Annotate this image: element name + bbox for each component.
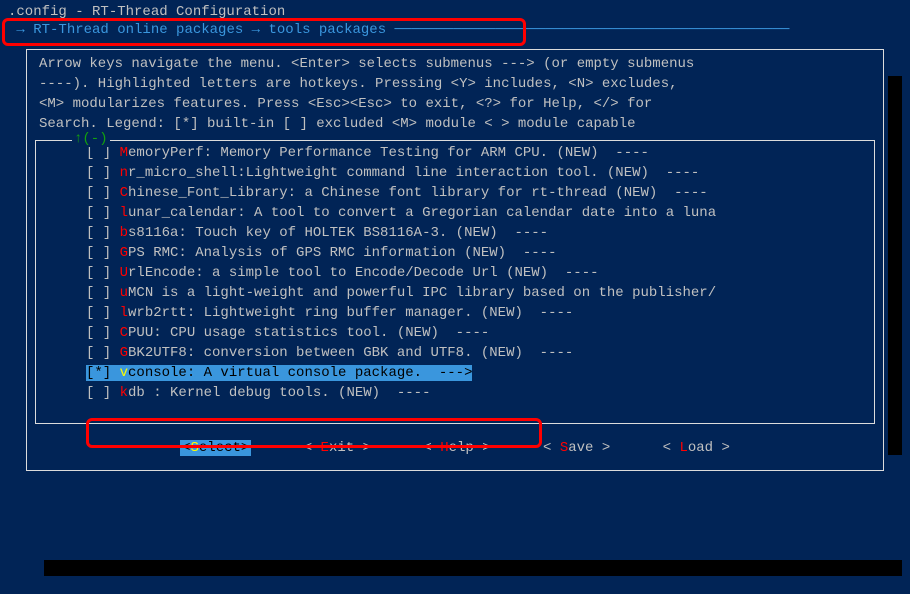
menu-list: ↑(-) [ ] MemoryPerf: Memory Performance … (35, 140, 875, 424)
help-text: Arrow keys navigate the menu. <Enter> se… (27, 50, 883, 136)
menu-item[interactable]: [ ] MemoryPerf: Memory Performance Testi… (36, 143, 874, 163)
menu-item[interactable]: [ ] CPUU: CPU usage statistics tool. (NE… (36, 323, 874, 343)
scroll-up-indicator: ↑(-) (72, 131, 110, 147)
menu-item[interactable]: [ ] GPS RMC: Analysis of GPS RMC informa… (36, 243, 874, 263)
help-button[interactable]: < Help > (423, 440, 490, 456)
menu-item[interactable]: [*] vconsole: A virtual console package.… (36, 363, 874, 383)
exit-button[interactable]: < Exit > (304, 440, 371, 456)
menu-item[interactable]: [ ] lwrb2rtt: Lightweight ring buffer ma… (36, 303, 874, 323)
menu-item[interactable]: [ ] nr_micro_shell:Lightweight command l… (36, 163, 874, 183)
button-bar: <Select> < Exit > < Help > < Save > < Lo… (27, 430, 883, 470)
breadcrumb: → RT-Thread online packages → tools pack… (8, 22, 902, 38)
shadow-bottom (44, 560, 902, 576)
menu-item[interactable]: [ ] UrlEncode: a simple tool to Encode/D… (36, 263, 874, 283)
main-dialog: Arrow keys navigate the menu. <Enter> se… (26, 49, 884, 471)
menu-item[interactable]: [ ] Chinese_Font_Library: a Chinese font… (36, 183, 874, 203)
menu-item[interactable]: [ ] GBK2UTF8: conversion between GBK and… (36, 343, 874, 363)
menu-item[interactable]: [ ] uMCN is a light-weight and powerful … (36, 283, 874, 303)
save-button[interactable]: < Save > (543, 440, 610, 456)
window-title: .config - RT-Thread Configuration (8, 4, 902, 20)
shadow-right (888, 76, 902, 455)
menu-item[interactable]: [ ] kdb : Kernel debug tools. (NEW) ---- (36, 383, 874, 403)
menu-item[interactable]: [ ] bs8116a: Touch key of HOLTEK BS8116A… (36, 223, 874, 243)
load-button[interactable]: < Load > (663, 440, 730, 456)
menu-item[interactable]: [ ] lunar_calendar: A tool to convert a … (36, 203, 874, 223)
select-button[interactable]: <Select> (180, 440, 251, 456)
